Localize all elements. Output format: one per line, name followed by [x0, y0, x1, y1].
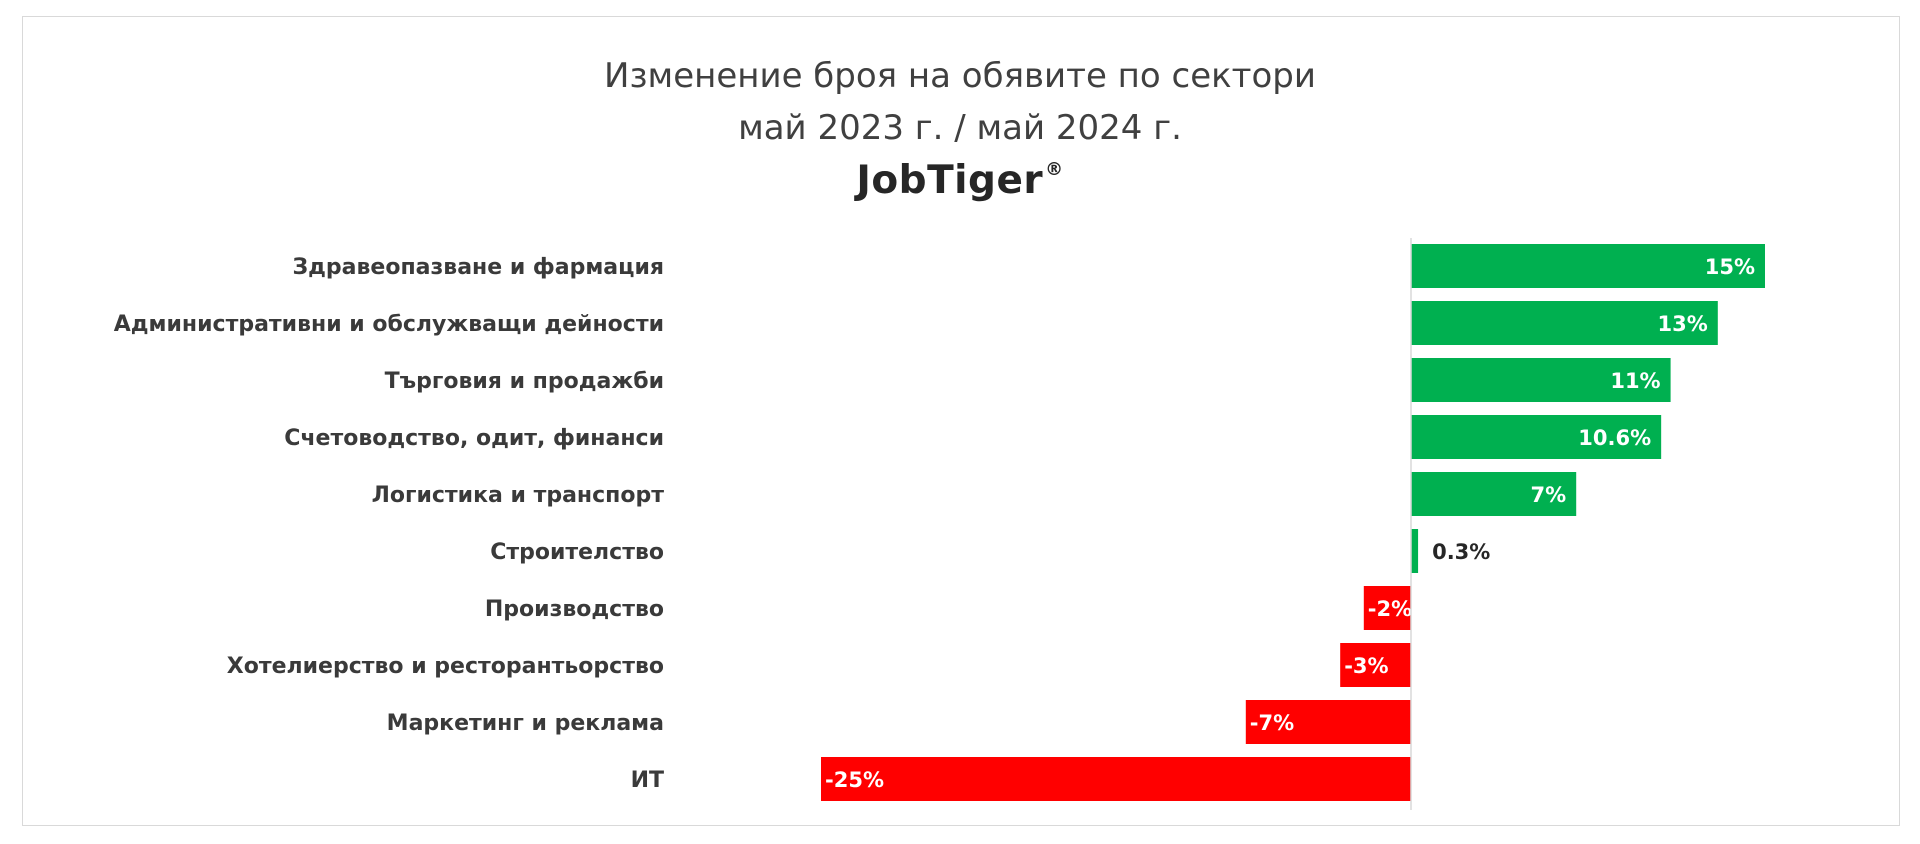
bar — [1411, 529, 1419, 573]
bar — [1363, 586, 1411, 630]
category-label: Маркетинг и реклама — [387, 711, 664, 736]
bar — [1411, 358, 1671, 402]
category-label: Счетоводство, одит, финанси — [284, 426, 664, 451]
chart-subtitle: май 2023 г. / май 2024 г. — [738, 108, 1182, 148]
bar — [1411, 301, 1718, 345]
category-label: Хотелиерство и ресторантьорство — [227, 654, 664, 679]
category-label: Производство — [485, 597, 664, 622]
data-label: 0.3% — [1432, 540, 1490, 564]
chart-title-line-1: Изменение броя на обявите по сектори — [604, 56, 1316, 96]
data-label: 11% — [1610, 369, 1660, 393]
brand-name: JobTiger — [856, 158, 1044, 203]
category-label: Търговия и продажби — [385, 369, 664, 394]
data-label: 15% — [1705, 255, 1755, 279]
data-label: -25% — [825, 768, 884, 792]
bar — [1411, 472, 1577, 516]
bars-layer: Здравеопазване и фармация 15% Администрати… — [114, 244, 1765, 801]
bar — [1411, 415, 1662, 459]
registered-mark: ® — [1045, 159, 1064, 180]
category-label: ИТ — [631, 768, 664, 793]
category-label: Административни и обслужващи дейности — [114, 312, 664, 337]
category-label: Строителство — [490, 540, 664, 565]
bar — [1411, 244, 1765, 288]
bar — [1245, 700, 1411, 744]
jobtiger-logo: JobTiger ® — [0, 158, 1920, 203]
bar — [821, 757, 1411, 801]
category-label: Здравеопазване и фармация — [293, 255, 665, 280]
bar — [1340, 643, 1411, 687]
data-label: -3% — [1344, 654, 1388, 678]
data-label: -7% — [1250, 711, 1294, 735]
data-label: 7% — [1531, 483, 1567, 507]
data-label: -2% — [1368, 597, 1412, 621]
category-label: Логистика и транспорт — [372, 483, 665, 508]
data-label: 13% — [1658, 312, 1708, 336]
data-label: 10.6% — [1578, 426, 1651, 450]
